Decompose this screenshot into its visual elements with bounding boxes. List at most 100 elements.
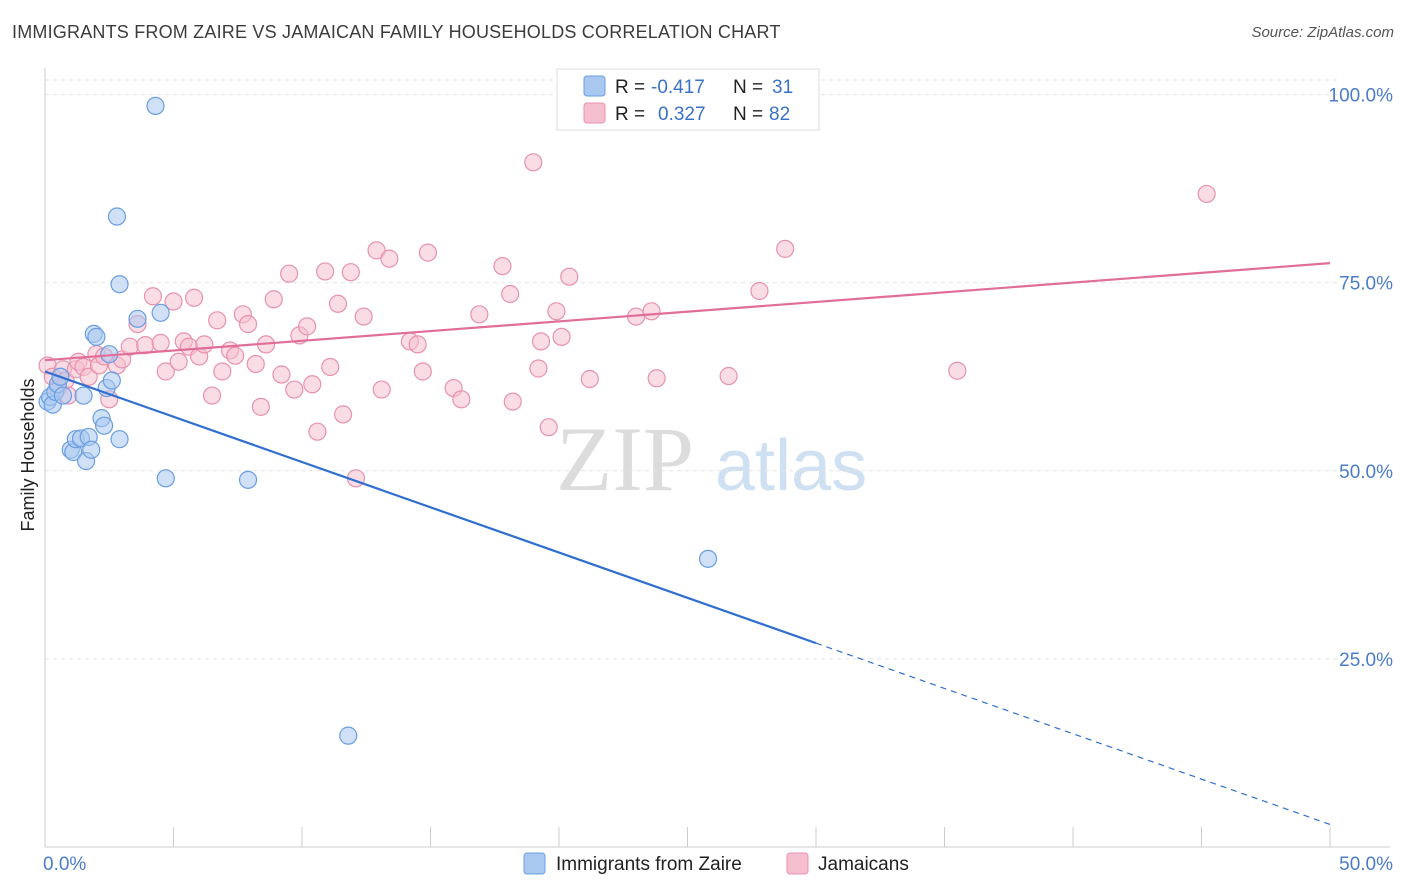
bottom-legend-swatch-pink — [786, 852, 809, 875]
data-point-pink — [169, 352, 188, 371]
data-point-pink — [303, 375, 322, 394]
data-point-pink — [79, 367, 98, 386]
data-point-pink — [452, 390, 471, 409]
trend-line-blue-extension — [815, 642, 1331, 825]
data-point-blue — [102, 371, 121, 390]
data-point-pink — [208, 311, 227, 330]
data-point-pink — [1197, 184, 1216, 204]
legend-swatch-pink — [583, 102, 606, 124]
data-point-pink — [308, 422, 327, 441]
y-tick-label: 100.0% — [1329, 86, 1394, 107]
data-point-pink — [529, 359, 548, 378]
chart-source: Source: ZipAtlas.com — [1251, 24, 1394, 41]
data-point-pink — [195, 335, 214, 354]
y-axis-title: Family Households — [18, 378, 38, 531]
data-point-pink — [143, 287, 163, 306]
data-point-pink — [156, 362, 175, 381]
data-point-pink — [354, 307, 373, 326]
legend-r-label-2: R = — [615, 104, 645, 125]
data-point-pink — [298, 317, 317, 336]
data-point-blue — [698, 549, 718, 568]
data-point-blue — [151, 303, 170, 322]
data-point-pink — [213, 362, 232, 381]
data-point-pink — [264, 290, 283, 309]
y-tick-label: 50.0% — [1339, 462, 1393, 483]
legend-n-label-2: N = — [733, 104, 763, 125]
gridlines — [45, 79, 1340, 660]
data-point-pink — [321, 357, 340, 377]
bottom-legend-label-1: Immigrants from Zaire — [556, 854, 742, 875]
data-point-pink — [470, 305, 489, 324]
stats-legend: R = -0.417 N = 31 R = 0.327 N = 82 — [556, 68, 820, 131]
chart-title: IMMIGRANTS FROM ZAIRE VS JAMAICAN FAMILY… — [12, 22, 781, 42]
data-point-pink — [226, 346, 245, 365]
data-point-pink — [184, 288, 204, 307]
x-tick-label-max: 50.0% — [1339, 854, 1393, 875]
watermark-atlas: atlas — [715, 426, 867, 506]
data-point-pink — [246, 354, 265, 374]
data-point-pink — [328, 294, 348, 313]
data-point-blue — [74, 386, 93, 405]
data-point-blue — [87, 327, 106, 346]
data-point-blue — [128, 309, 147, 328]
series-legend: Immigrants from Zaire Jamaicans — [523, 852, 909, 875]
data-point-pink — [776, 239, 795, 258]
data-point-pink — [948, 361, 967, 380]
data-point-pink — [367, 241, 386, 260]
watermark: ZIP atlas — [556, 408, 867, 510]
data-point-blue — [95, 416, 114, 435]
data-point-pink — [552, 327, 571, 346]
legend-swatch-blue — [583, 75, 606, 97]
data-point-pink — [413, 362, 432, 381]
trend-lines — [44, 262, 1331, 825]
data-point-pink — [341, 263, 360, 282]
data-point-pink — [380, 249, 399, 268]
data-point-blue — [110, 430, 129, 449]
data-point-pink — [316, 262, 335, 281]
axes — [44, 68, 1390, 848]
data-point-pink — [372, 380, 391, 399]
data-point-pink — [503, 392, 522, 411]
data-point-blue — [82, 440, 101, 459]
data-point-pink — [647, 369, 666, 388]
tick-labels: 25.0% 50.0% 75.0% 100.0% 0.0% 50.0% — [43, 86, 1393, 875]
data-point-pink — [560, 267, 579, 286]
data-point-blue — [238, 470, 258, 489]
data-point-pink — [580, 369, 599, 389]
bottom-legend-swatch-blue — [523, 852, 546, 875]
data-point-pink — [202, 386, 222, 405]
data-point-blue — [156, 469, 175, 488]
data-point-pink — [272, 365, 291, 384]
data-point-pink — [750, 281, 769, 301]
legend-n-value-1: 31 — [772, 77, 793, 98]
data-point-pink — [285, 380, 304, 399]
bottom-legend-label-2: Jamaicans — [818, 854, 909, 875]
x-tick-label-min: 0.0% — [43, 854, 86, 875]
data-point-blue — [107, 207, 127, 226]
data-point-blue — [53, 386, 73, 405]
data-point-pink — [719, 366, 738, 386]
data-point-pink — [408, 335, 427, 354]
legend-r-label-1: R = — [615, 77, 645, 98]
data-point-pink — [251, 397, 270, 416]
data-point-pink — [418, 243, 438, 262]
legend-r-value-1: -0.417 — [651, 77, 705, 98]
data-point-blue — [146, 96, 165, 116]
data-point-pink — [539, 418, 558, 437]
legend-r-value-2: 0.327 — [658, 104, 706, 125]
data-point-pink — [151, 333, 170, 353]
data-point-pink — [238, 314, 258, 334]
data-point-pink — [547, 302, 566, 321]
watermark-zip: ZIP — [556, 408, 694, 510]
data-point-blue — [339, 726, 358, 745]
data-point-pink — [493, 257, 512, 276]
trend-line-blue — [44, 370, 817, 645]
data-point-pink — [280, 264, 299, 283]
data-point-pink — [642, 302, 661, 321]
data-point-blue — [110, 275, 129, 294]
legend-n-value-2: 82 — [769, 104, 790, 125]
data-point-pink — [531, 332, 551, 351]
y-tick-label: 25.0% — [1339, 650, 1393, 671]
data-point-pink — [334, 405, 353, 424]
